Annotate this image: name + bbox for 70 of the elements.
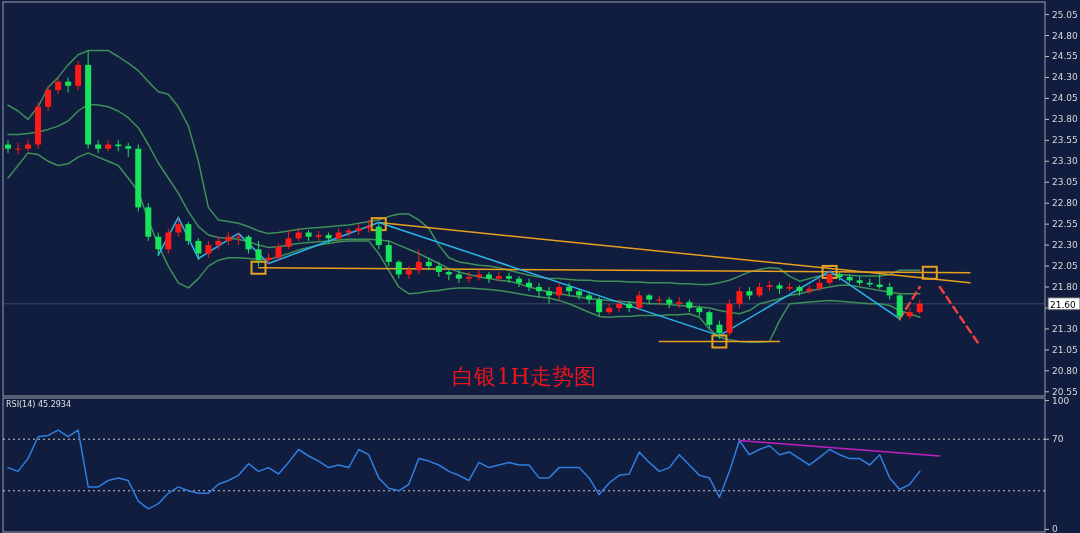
y-tick-label: 22.55 bbox=[1052, 219, 1078, 230]
y-tick-label: 24.55 bbox=[1052, 51, 1078, 62]
candlestick bbox=[15, 142, 22, 156]
candlestick bbox=[465, 271, 472, 284]
candlestick bbox=[706, 309, 713, 330]
y-tick-label: 23.30 bbox=[1052, 156, 1079, 167]
candlestick bbox=[596, 296, 603, 317]
candlestick bbox=[716, 320, 723, 340]
candlestick bbox=[455, 269, 462, 284]
candlestick bbox=[505, 272, 512, 284]
candlestick bbox=[515, 275, 522, 288]
candlestick bbox=[375, 223, 382, 250]
candlestick bbox=[255, 240, 262, 267]
y-tick-label: 23.80 bbox=[1052, 114, 1079, 125]
y-tick-label: 21.30 bbox=[1052, 323, 1079, 334]
y-tick-label: 24.80 bbox=[1052, 30, 1079, 41]
y-tick-label: 70 bbox=[1052, 434, 1064, 445]
candlestick bbox=[546, 286, 553, 305]
y-tick-label: 23.05 bbox=[1052, 177, 1078, 188]
point bbox=[370, 217, 387, 232]
y-tick-label: 22.05 bbox=[1052, 261, 1078, 272]
y-tick-label: 25.05 bbox=[1052, 9, 1078, 20]
y-tick-label: 21.80 bbox=[1052, 282, 1079, 293]
y-tick-label: 24.05 bbox=[1052, 93, 1078, 104]
y-tick-label: 0 bbox=[1052, 524, 1058, 533]
point bbox=[921, 265, 938, 280]
point bbox=[821, 264, 838, 279]
text: 白银1H走势图 bbox=[452, 364, 596, 389]
candlestick bbox=[185, 221, 192, 246]
candlestick bbox=[485, 271, 492, 284]
y-tick-label: 20.55 bbox=[1052, 386, 1078, 397]
y-tick-label: 21.05 bbox=[1052, 344, 1078, 355]
candlestick bbox=[536, 282, 543, 298]
candlestick bbox=[566, 282, 573, 296]
candlestick bbox=[495, 271, 502, 282]
y-tick-label: 20.80 bbox=[1052, 365, 1079, 376]
candlestick bbox=[45, 85, 52, 112]
chart-title: RSI(14) 45.2934 bbox=[6, 400, 72, 409]
point bbox=[711, 334, 728, 349]
candlestick bbox=[475, 269, 482, 281]
y-tick-label: 100 bbox=[1052, 395, 1070, 406]
line-series bbox=[7, 429, 921, 510]
y-tick-label: 23.55 bbox=[1052, 135, 1078, 146]
candlestick bbox=[736, 286, 743, 309]
candlestick bbox=[5, 139, 12, 154]
candlestick bbox=[395, 259, 402, 280]
candlestick bbox=[285, 229, 292, 250]
candlestick bbox=[636, 290, 643, 311]
y-tick-label: 22.30 bbox=[1052, 240, 1079, 251]
candlestick bbox=[75, 60, 82, 91]
ref-line-label: 21.60 bbox=[1050, 299, 1077, 310]
candlestick bbox=[415, 248, 422, 275]
y-tick-label: 24.30 bbox=[1052, 72, 1079, 83]
candlestick bbox=[385, 240, 392, 267]
y-tick-label: 22.80 bbox=[1052, 198, 1079, 209]
point bbox=[250, 260, 267, 275]
candlestick bbox=[65, 76, 72, 94]
candlestick bbox=[896, 293, 903, 322]
candlestick bbox=[526, 278, 533, 292]
candlestick bbox=[195, 237, 202, 261]
candlestick bbox=[576, 288, 583, 301]
candlestick bbox=[175, 217, 182, 238]
candlestick bbox=[55, 76, 62, 95]
candlestick bbox=[586, 290, 593, 305]
candlestick bbox=[25, 138, 32, 152]
candlestick bbox=[155, 232, 162, 256]
candlestick bbox=[165, 227, 172, 254]
candlestick bbox=[656, 294, 663, 306]
candlestick bbox=[556, 282, 563, 301]
candlestick bbox=[245, 234, 252, 254]
